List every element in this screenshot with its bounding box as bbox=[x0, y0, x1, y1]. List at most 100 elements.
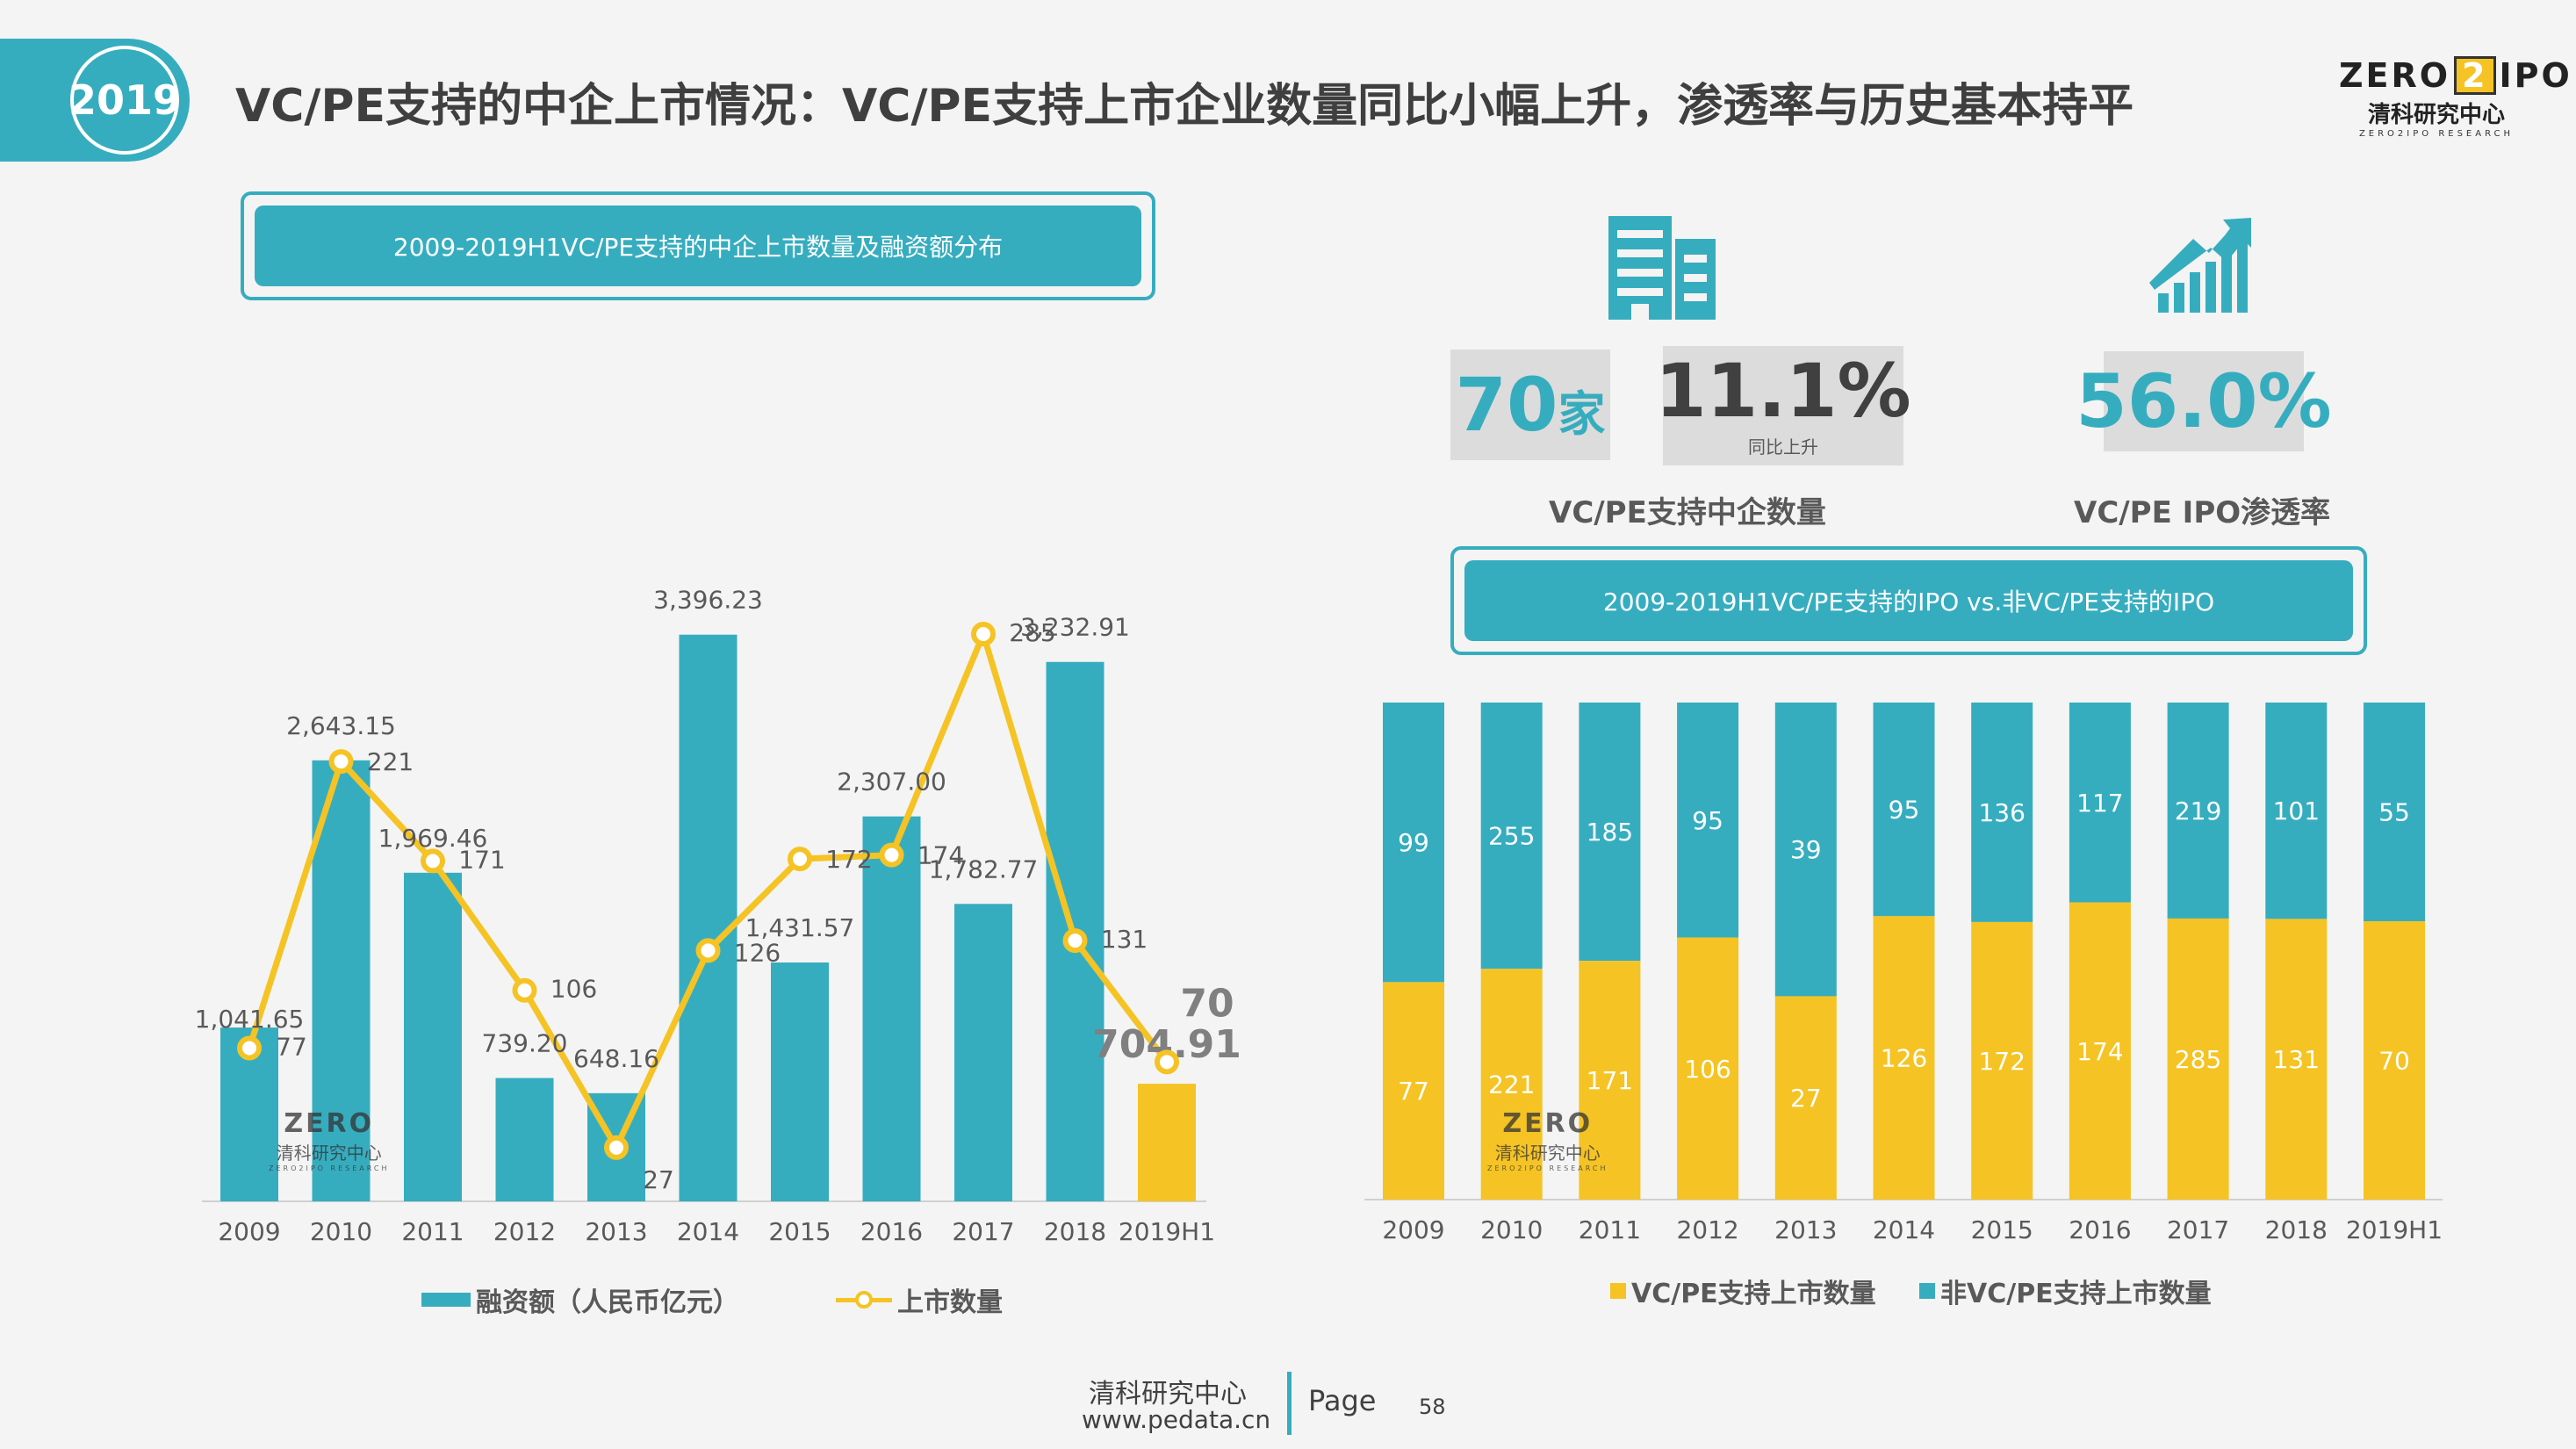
non-vcpe-value-label: 95 bbox=[1692, 806, 1723, 835]
non-vcpe-value-label: 185 bbox=[1587, 818, 1633, 847]
x-tick-label: 2015 bbox=[1971, 1215, 2033, 1244]
point-ipo-count-2011 bbox=[421, 848, 445, 874]
growth-chart-icon bbox=[2149, 218, 2251, 313]
footer-divider bbox=[1287, 1372, 1292, 1435]
non-vcpe-value-label: 219 bbox=[2175, 797, 2221, 825]
point-ipo-count-2015 bbox=[788, 847, 812, 872]
bar-non-vcpe-2012 bbox=[1677, 703, 1739, 938]
bar-vcpe-2018 bbox=[2265, 919, 2328, 1200]
bar-value-label: 2,643.15 bbox=[286, 711, 396, 740]
non-vcpe-value-label: 55 bbox=[2378, 798, 2410, 827]
bar-financing-2010 bbox=[312, 760, 371, 1201]
bar-financing-2011 bbox=[404, 872, 462, 1201]
line-value-label: 27 bbox=[643, 1165, 674, 1194]
point-ipo-count-2019H1 bbox=[1155, 1049, 1179, 1075]
bar-non-vcpe-2018 bbox=[2265, 703, 2328, 919]
non-vcpe-value-label: 117 bbox=[2076, 789, 2123, 818]
vcpe-value-label: 27 bbox=[1790, 1084, 1822, 1113]
vcpe-count-label: VC/PE支持中企数量 bbox=[1549, 495, 1826, 530]
x-tick-label: 2017 bbox=[952, 1217, 1014, 1246]
line-value-label: 106 bbox=[550, 975, 597, 1004]
line-value-label: 174 bbox=[917, 841, 964, 870]
left-chart-title-box: 2009-2019H1VC/PE支持的中企上市数量及融资额分布 bbox=[241, 191, 1155, 300]
x-tick-label: 2013 bbox=[1774, 1215, 1837, 1244]
vcpe-value-label: 131 bbox=[2273, 1045, 2320, 1074]
line-value-label: 126 bbox=[734, 938, 781, 967]
bar-financing-2019H1 bbox=[1138, 1084, 1196, 1201]
footer-org: 清科研究中心 bbox=[1089, 1379, 1247, 1409]
vcpe-value-label: 77 bbox=[1398, 1077, 1429, 1106]
x-tick-label: 2012 bbox=[493, 1217, 556, 1246]
point-ipo-count-2016 bbox=[879, 842, 904, 868]
right-chart-title: 2009-2019H1VC/PE支持的IPO vs.非VC/PE支持的IPO bbox=[1464, 560, 2353, 641]
bar-value-label: 1,431.57 bbox=[745, 913, 855, 942]
line-value-label: 285 bbox=[1009, 618, 1055, 647]
legend-vcpe: VC/PE支持上市数量 bbox=[1610, 1272, 1876, 1310]
bar-non-vcpe-2015 bbox=[1971, 703, 2033, 922]
footer-url[interactable]: www.pedata.cn bbox=[1082, 1405, 1271, 1434]
page-title: VC/PE支持的中企上市情况：VC/PE支持上市企业数量同比小幅上升，渗透率与历… bbox=[235, 80, 2134, 133]
non-vcpe-value-label: 95 bbox=[1889, 796, 1920, 825]
bar-value-label: 1,782.77 bbox=[929, 854, 1039, 883]
x-tick-label: 2014 bbox=[677, 1217, 739, 1246]
non-vcpe-value-label: 101 bbox=[2273, 797, 2320, 825]
vcpe-value-label: 106 bbox=[1684, 1055, 1731, 1084]
footer-page-number: 58 bbox=[1419, 1395, 1446, 1419]
bar-value-label: 1,969.46 bbox=[378, 824, 488, 853]
x-tick-label: 2012 bbox=[1676, 1215, 1738, 1244]
bar-financing-2015 bbox=[771, 962, 829, 1201]
x-tick-label: 2017 bbox=[2167, 1215, 2229, 1244]
growth-value: 11.1% bbox=[1655, 347, 1911, 434]
point-ipo-count-2010 bbox=[328, 749, 354, 775]
bar-vcpe-2010 bbox=[1480, 969, 1543, 1200]
penetration-card: 56.0% bbox=[2076, 351, 2332, 451]
bar-financing-2016 bbox=[862, 816, 921, 1201]
line-value-label: 172 bbox=[825, 845, 872, 874]
legend-ipo-count: 上市数量 bbox=[836, 1280, 1003, 1319]
point-ipo-count-2009 bbox=[237, 1035, 262, 1061]
bar-non-vcpe-2014 bbox=[1873, 703, 1935, 917]
penetration-value: 56.0% bbox=[2076, 358, 2332, 444]
vcpe-value-label: 171 bbox=[1587, 1066, 1633, 1095]
bar-vcpe-2011 bbox=[1579, 961, 1641, 1200]
vcpe-value-label: 70 bbox=[2378, 1047, 2410, 1076]
vcpe-value-label: 174 bbox=[2076, 1037, 2123, 1066]
growth-sub: 同比上升 bbox=[1748, 436, 1818, 458]
vcpe-vs-non-vcpe-stacked-chart: 99 77 2009 255 221 2010 185 171 2011 95 106 2012 39 2… bbox=[1364, 703, 2443, 1244]
vcpe-value-label: 221 bbox=[1488, 1071, 1535, 1099]
line-value-label: 131 bbox=[1101, 925, 1148, 954]
footer-page-label: Page bbox=[1308, 1384, 1377, 1417]
x-tick-label: 2018 bbox=[2265, 1215, 2328, 1244]
line-value-label: 171 bbox=[458, 845, 505, 874]
legend-financing: 融资额（人民币亿元） bbox=[421, 1280, 739, 1319]
vcpe-count-unit: 家 bbox=[1558, 386, 1606, 442]
bar-vcpe-2015 bbox=[1971, 921, 2033, 1200]
bar-non-vcpe-2017 bbox=[2167, 703, 2229, 919]
bar-financing-2012 bbox=[495, 1078, 554, 1201]
x-tick-label: 2010 bbox=[310, 1217, 372, 1246]
bar-vcpe-2019H1 bbox=[2364, 921, 2425, 1200]
point-ipo-count-2017 bbox=[971, 622, 996, 646]
bar-value-label: 2,307.00 bbox=[837, 768, 946, 797]
right-chart-title-box: 2009-2019H1VC/PE支持的IPO vs.非VC/PE支持的IPO bbox=[1450, 546, 2367, 655]
bar-vcpe-2013 bbox=[1774, 996, 1837, 1200]
building-icon bbox=[1608, 216, 1716, 320]
bar-financing-2014 bbox=[679, 634, 738, 1201]
bar-value-label: 3,396.23 bbox=[653, 586, 763, 615]
x-tick-label: 2009 bbox=[1382, 1215, 1444, 1244]
line-value-label: 221 bbox=[367, 747, 414, 776]
vcpe-value-label: 285 bbox=[2175, 1045, 2221, 1074]
point-ipo-count-2013 bbox=[604, 1135, 629, 1160]
x-tick-label: 2014 bbox=[1873, 1215, 1935, 1244]
vcpe-value-label: 172 bbox=[1978, 1047, 2025, 1076]
watermark-right: ZERO 清科研究中心 ZERO2IPO RESEARCH bbox=[1487, 1108, 1608, 1172]
line-value-label: 70 bbox=[1180, 981, 1234, 1026]
bar-vcpe-2017 bbox=[2167, 918, 2229, 1200]
x-tick-label: 2013 bbox=[585, 1217, 647, 1246]
bar-non-vcpe-2013 bbox=[1774, 703, 1837, 997]
x-tick-label: 2016 bbox=[860, 1217, 923, 1246]
non-vcpe-value-label: 99 bbox=[1398, 828, 1429, 857]
x-tick-label: 2016 bbox=[2069, 1215, 2131, 1244]
bar-non-vcpe-2011 bbox=[1579, 703, 1641, 962]
x-tick-label: 2011 bbox=[401, 1217, 464, 1246]
